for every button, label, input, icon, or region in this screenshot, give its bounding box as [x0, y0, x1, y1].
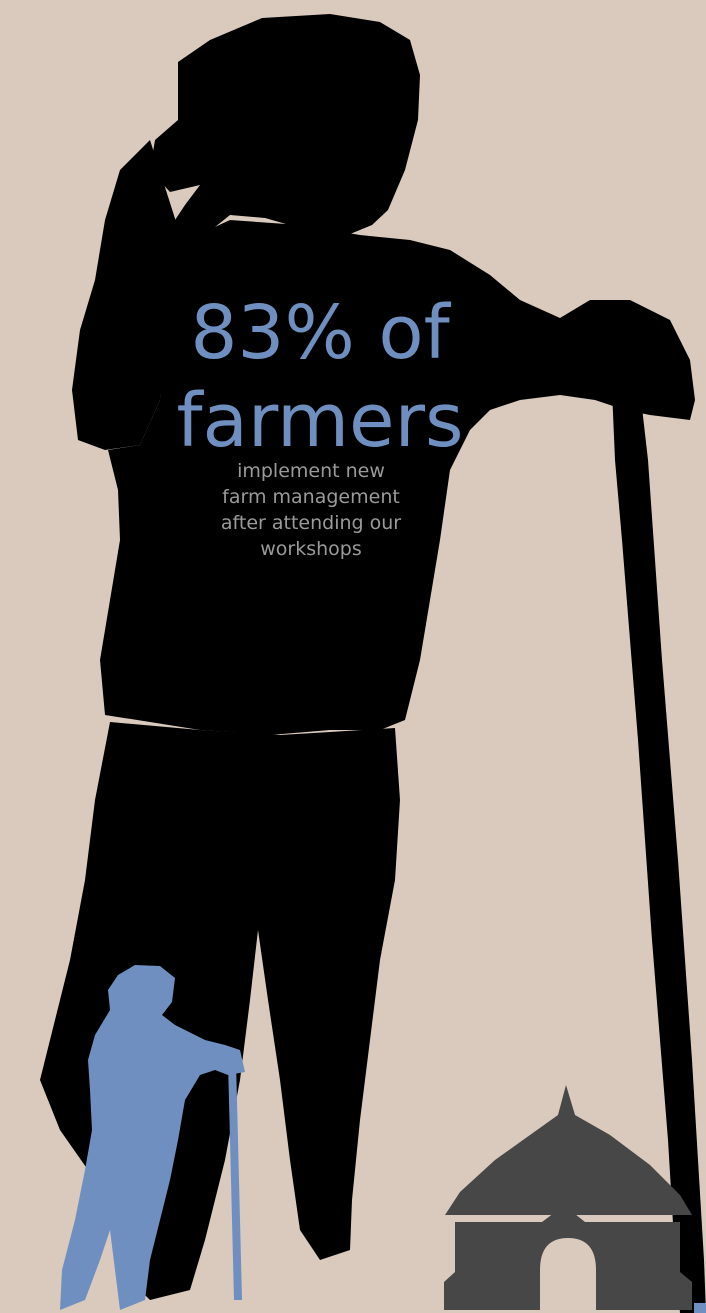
description-line: workshops: [260, 538, 362, 560]
description-line: implement new: [237, 460, 385, 482]
stat-description: implement new farm management after atte…: [180, 458, 442, 562]
stat-percentage: 83% of: [190, 290, 450, 376]
description-line: after attending our: [220, 512, 402, 534]
stat-subject: farmers: [176, 378, 464, 464]
description-line: farm management: [222, 486, 400, 508]
